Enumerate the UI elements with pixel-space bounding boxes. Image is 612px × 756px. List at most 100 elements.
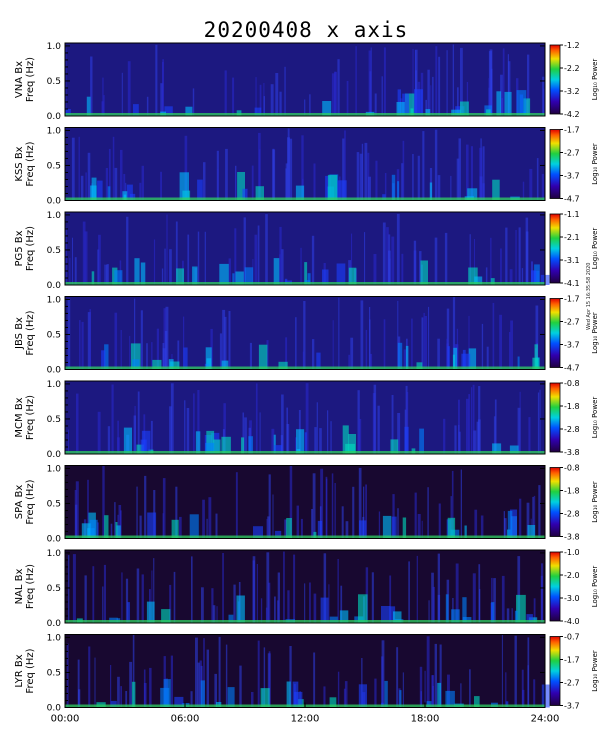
spectral-streak: [331, 73, 335, 116]
colorbar-tick-label: -1.8: [564, 402, 580, 411]
activity-patch: [244, 267, 254, 285]
x-tick-label: 06:00: [171, 714, 200, 725]
panel-kss: 0.0 0.5 1.0 KSS Bx Freq (Hz) -1.7 -2.7 -3.7 -4.7…: [14, 126, 599, 207]
spectral-streak: [364, 142, 368, 201]
spectral-streak: [266, 340, 269, 370]
spectral-streak: [277, 572, 280, 623]
activity-patch: [359, 520, 367, 539]
spectral-streak: [110, 523, 113, 539]
spectral-streak: [437, 338, 440, 370]
spectral-streak: [381, 76, 383, 116]
spectral-streak: [139, 515, 142, 539]
activity-patch: [179, 172, 189, 201]
activity-patch: [253, 526, 263, 539]
spectral-streak: [481, 323, 484, 370]
y-tick-label: 0.0: [47, 619, 62, 629]
spectral-streak: [535, 305, 539, 370]
spectral-streak: [120, 330, 122, 370]
spectral-streak: [396, 213, 400, 285]
y-tick-label: 0.0: [47, 535, 62, 545]
activity-patch: [81, 523, 92, 539]
spectral-streak: [82, 221, 86, 285]
spectral-streak: [446, 50, 448, 117]
spectral-streak: [539, 389, 541, 454]
spectral-streak: [384, 173, 387, 201]
spectral-streak: [219, 333, 223, 370]
spectral-streak: [532, 496, 534, 539]
spectral-streak: [140, 310, 143, 370]
spectral-streak: [319, 428, 322, 454]
activity-patch: [176, 268, 184, 285]
spectral-streak: [493, 416, 496, 454]
spectral-streak: [414, 492, 417, 539]
activity-patch: [504, 91, 512, 116]
spectral-streak: [141, 574, 144, 623]
spectral-streak: [162, 62, 164, 116]
y-tick-label: 1.0: [47, 126, 62, 136]
y-tick-label: 1.0: [47, 295, 62, 305]
spectral-streak: [272, 494, 274, 539]
activity-patch: [140, 439, 147, 454]
activity-patch: [451, 609, 460, 623]
spectral-streak: [84, 575, 87, 623]
spectral-streak: [421, 317, 424, 370]
colorbar-tick-label: -2.8: [564, 425, 580, 434]
activity-patch: [304, 262, 308, 285]
spectral-streak: [153, 239, 156, 285]
spectral-streak: [458, 138, 461, 201]
activity-patch: [337, 180, 347, 201]
spectral-streak: [304, 99, 306, 116]
spectral-streak: [412, 48, 414, 116]
activity-patch: [258, 344, 268, 370]
spectral-streak: [242, 412, 244, 454]
spectral-streak: [71, 137, 75, 201]
spectral-streak: [169, 406, 172, 454]
spectral-streak: [480, 515, 484, 539]
spectral-streak: [494, 399, 497, 454]
spectral-streak: [320, 468, 324, 539]
colorbar-label: Log₁₀ Power: [591, 143, 599, 185]
spectral-streak: [455, 563, 459, 623]
spectral-streak: [175, 486, 178, 539]
activity-patch: [486, 109, 491, 116]
spectral-streak: [75, 481, 79, 539]
activity-patch: [292, 681, 299, 708]
activity-patch: [274, 530, 282, 539]
spectral-streak: [361, 143, 364, 201]
spectral-streak: [348, 354, 351, 370]
spectral-streak: [517, 556, 521, 623]
spectral-streak: [432, 76, 434, 116]
activity-patch: [320, 597, 329, 623]
spectral-streak: [424, 670, 426, 708]
spectral-streak: [499, 314, 502, 370]
y-tick-label: 0.5: [47, 499, 61, 509]
activity-patch: [65, 109, 71, 116]
spectral-streak: [426, 636, 430, 708]
y-axis-label: Freq (Hz): [25, 310, 36, 355]
colorbar-tick-label: -3.0: [564, 594, 580, 603]
low-frequency-band: [65, 282, 545, 285]
spectral-streak: [330, 421, 332, 454]
spectral-streak: [301, 135, 304, 201]
colorbar-tick-label: -4.0: [564, 617, 580, 626]
activity-patch: [416, 362, 423, 370]
spectral-streak: [103, 564, 106, 623]
spectral-streak: [265, 607, 268, 623]
activity-patch: [205, 442, 215, 454]
spectral-streak: [216, 606, 218, 623]
activity-patch: [192, 266, 198, 285]
spectral-streak: [368, 176, 371, 201]
spectral-streak: [486, 346, 489, 370]
spectral-streak: [427, 69, 430, 116]
activity-patch: [152, 359, 162, 370]
spectral-streak: [259, 84, 262, 116]
y-tick-label: 1.0: [47, 42, 62, 52]
spectral-streak: [106, 264, 109, 285]
spectral-streak: [314, 427, 317, 454]
activity-patch: [134, 258, 140, 285]
spectral-streak: [169, 584, 172, 623]
spectral-streak: [173, 571, 176, 623]
spectral-streak: [190, 691, 193, 708]
spectral-streak: [136, 486, 138, 539]
spectral-streak: [313, 163, 316, 201]
